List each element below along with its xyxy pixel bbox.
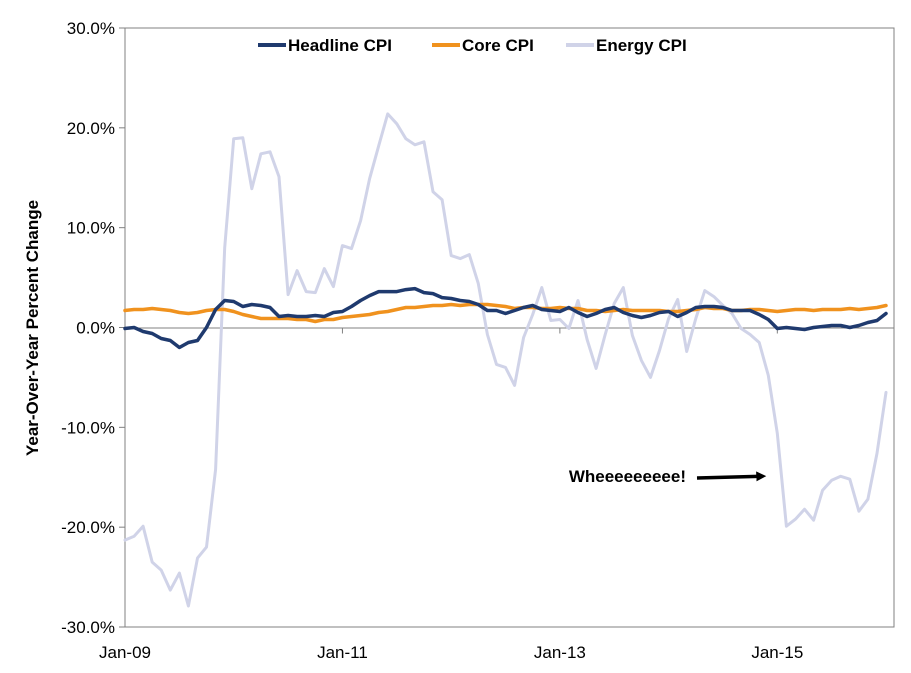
y-tick-label: -30.0% [61, 618, 115, 637]
x-tick-label: Jan-15 [751, 643, 803, 662]
legend-label: Core CPI [462, 36, 534, 55]
x-axis: Jan-09 Jan-11 Jan-13 Jan-15 [99, 327, 803, 662]
legend-label: Energy CPI [596, 36, 687, 55]
legend-item: Energy CPI [566, 36, 687, 55]
y-axis: 30.0% 20.0% 10.0% 0.0% -10.0% -20.0% -30.0% [61, 19, 125, 637]
legend-item: Headline CPI [258, 36, 392, 55]
y-tick-label: 0.0% [76, 319, 115, 338]
annotation-label: Wheeeeeeeee! [569, 467, 686, 486]
x-tick-label: Jan-11 [317, 643, 368, 662]
y-tick-label: 10.0% [67, 219, 115, 238]
series-lines [123, 112, 888, 608]
legend-label: Headline CPI [288, 36, 392, 55]
legend: Headline CPI Core CPI Energy CPI [258, 36, 687, 55]
annotation: Wheeeeeeeee! [569, 467, 767, 486]
y-tick-label: 30.0% [67, 19, 115, 38]
core-cpi-line [123, 302, 888, 324]
energy-cpi-line [123, 112, 888, 608]
y-axis-title: Year-Over-Year Percent Change [23, 200, 42, 456]
x-tick-label: Jan-13 [534, 643, 586, 662]
x-tick-label: Jan-09 [99, 643, 151, 662]
y-tick-label: -20.0% [61, 518, 115, 537]
y-tick-label: -10.0% [61, 418, 115, 437]
y-tick-label: 20.0% [67, 119, 115, 138]
annotation-arrow [696, 471, 767, 482]
legend-item: Core CPI [432, 36, 534, 55]
headline-cpi-line [123, 286, 888, 350]
